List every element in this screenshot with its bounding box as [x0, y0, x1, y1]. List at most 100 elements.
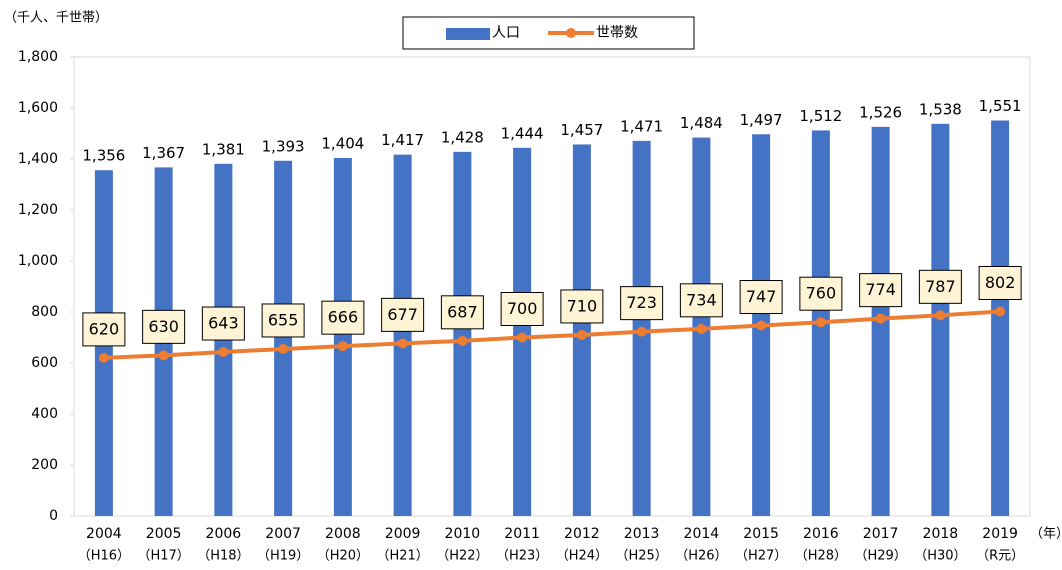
line-marker	[158, 350, 169, 361]
x-tick-label: （R元）	[976, 549, 1024, 564]
x-tick-label: （H29）	[854, 549, 906, 564]
x-tick-label: 2016	[803, 526, 839, 542]
line-label: 687	[447, 302, 478, 321]
line-label: 700	[507, 299, 538, 318]
line-label: 677	[387, 305, 418, 324]
bar-label: 1,497	[740, 111, 783, 129]
x-tick-label: 2018	[923, 526, 959, 542]
line-marker	[517, 332, 528, 343]
line-label-box	[918, 269, 962, 304]
x-tick-label: 2012	[564, 526, 600, 542]
x-tick-label: （H23）	[496, 549, 548, 564]
line-label-box	[142, 309, 186, 344]
bar	[991, 120, 1010, 517]
line-marker	[636, 326, 647, 337]
line-label-box	[560, 289, 604, 324]
x-tick-label: （H25）	[615, 549, 667, 564]
line-label: 620	[89, 319, 120, 338]
line-label-box	[799, 276, 843, 311]
line-marker	[218, 347, 229, 358]
legend-label: 人口	[492, 25, 520, 41]
line-marker	[756, 320, 767, 331]
legend-label: 世帯数	[596, 25, 638, 41]
bar-label: 1,381	[202, 140, 245, 158]
line-label: 630	[148, 317, 179, 336]
x-tick-label: 2011	[504, 526, 540, 542]
line-label-box	[321, 300, 365, 335]
x-tick-label: （H18）	[197, 549, 249, 564]
line-marker	[935, 310, 946, 321]
line-label: 760	[806, 284, 837, 303]
bar	[393, 154, 412, 517]
plot-area	[73, 56, 1031, 517]
bar-label: 1,428	[441, 128, 484, 146]
y-tick-label: 1,000	[18, 253, 58, 269]
x-tick-label: （H26）	[675, 549, 727, 564]
line-label-box	[620, 286, 664, 321]
bar-label: 1,538	[919, 100, 962, 118]
bar-label: 1,526	[859, 103, 902, 121]
line-label: 710	[567, 296, 598, 315]
bar-label: 1,404	[321, 134, 364, 152]
x-tick-label: 2017	[863, 526, 899, 542]
x-tick-label: （H20）	[317, 549, 369, 564]
y-tick-label: 800	[31, 304, 58, 320]
line-label-box	[82, 312, 126, 347]
bar-label: 1,457	[560, 121, 603, 139]
line-marker	[397, 338, 408, 349]
bar-label: 1,512	[799, 107, 842, 125]
x-tick-label: 2013	[624, 526, 660, 542]
x-tick-label: 2005	[146, 526, 182, 542]
line-label-box	[201, 306, 245, 341]
bar-label: 1,444	[501, 124, 544, 142]
x-tick-label: 2009	[385, 526, 421, 542]
bar-label: 1,417	[381, 131, 424, 149]
line-label-box	[978, 265, 1022, 300]
bar-label: 1,551	[979, 97, 1022, 115]
x-tick-label: （H19）	[257, 549, 309, 564]
line-marker	[875, 313, 886, 324]
bar-label: 1,393	[262, 137, 305, 155]
bar-label: 1,484	[680, 114, 723, 132]
x-tick-label: 2019	[982, 526, 1018, 542]
bar-label: 1,356	[82, 147, 125, 165]
line-label: 655	[268, 310, 299, 329]
line-marker	[815, 317, 826, 328]
line-marker	[576, 329, 587, 340]
x-tick-label: （H22）	[436, 549, 488, 564]
bar-label: 1,367	[142, 144, 185, 162]
bar	[274, 160, 293, 516]
x-tick-label: （H30）	[914, 549, 966, 564]
x-tick-label: 2015	[743, 526, 779, 542]
x-tick-label: （H21）	[376, 549, 428, 564]
bar	[453, 151, 472, 517]
line-label: 774	[865, 280, 896, 299]
line-label-box	[261, 303, 305, 338]
line-marker	[995, 306, 1006, 317]
legend-marker	[566, 28, 576, 38]
bar	[513, 147, 532, 516]
line-label: 723	[626, 293, 657, 312]
x-tick-label: 2007	[265, 526, 301, 542]
line	[103, 309, 1001, 360]
x-tick-label: （H28）	[795, 549, 847, 564]
y-tick-label: 0	[49, 508, 58, 524]
x-tick-label: 2004	[86, 526, 122, 542]
line-label: 643	[208, 314, 239, 333]
line-label-box	[500, 292, 544, 326]
y-tick-label: 1,200	[18, 202, 58, 218]
x-tick-label: 2014	[684, 526, 720, 542]
line-label: 747	[746, 287, 777, 306]
line-marker	[337, 341, 348, 352]
line-label-box	[381, 297, 425, 332]
line-marker	[278, 343, 289, 354]
line-label-box	[739, 280, 783, 315]
x-tick-label: （H16）	[78, 549, 130, 564]
line-label-box	[859, 273, 903, 308]
y-tick-label: 1,600	[18, 100, 58, 116]
line-label: 787	[925, 277, 956, 296]
y-tick-label: 400	[31, 406, 58, 422]
x-tick-label: 2008	[325, 526, 361, 542]
line-label-box	[679, 283, 723, 318]
